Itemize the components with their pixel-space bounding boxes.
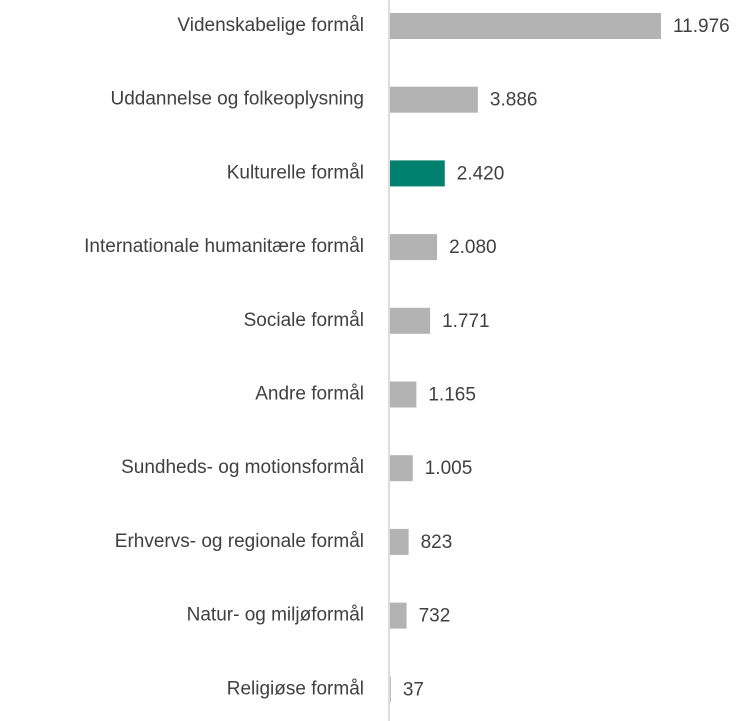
- value-label: 823: [421, 532, 453, 553]
- category-label: Kulturelle formål: [227, 162, 364, 183]
- value-label: 1.005: [425, 458, 473, 479]
- bar: [390, 160, 445, 187]
- bar: [390, 234, 438, 261]
- category-label: Uddannelse og folkeoplysning: [110, 89, 364, 110]
- bar: [390, 86, 478, 113]
- bar: [390, 307, 431, 334]
- value-label: 2.420: [457, 163, 505, 184]
- value-label: 732: [419, 606, 451, 627]
- value-label: 1.165: [428, 385, 476, 406]
- value-label: 3.886: [490, 90, 538, 111]
- category-label: Videnskabelige formål: [177, 15, 364, 36]
- category-label: Andre formål: [255, 384, 364, 405]
- category-label: Sundheds- og motionsformål: [121, 457, 364, 478]
- value-label: 2.080: [449, 237, 497, 258]
- bar: [390, 455, 413, 482]
- bar: [390, 528, 409, 555]
- bar: [390, 381, 417, 408]
- bar: [390, 13, 661, 39]
- category-label: Sociale formål: [244, 310, 364, 331]
- category-label: Erhvervs- og regionale formål: [115, 531, 364, 552]
- category-label: Internationale humanitære formål: [84, 236, 364, 257]
- bar: [390, 676, 391, 703]
- bar: [390, 602, 407, 629]
- category-label: Natur- og miljøformål: [187, 605, 364, 626]
- value-label: 11.976: [673, 16, 730, 37]
- value-label: 37: [403, 679, 424, 700]
- category-label: Religiøse formål: [227, 678, 364, 699]
- value-label: 1.771: [442, 311, 490, 332]
